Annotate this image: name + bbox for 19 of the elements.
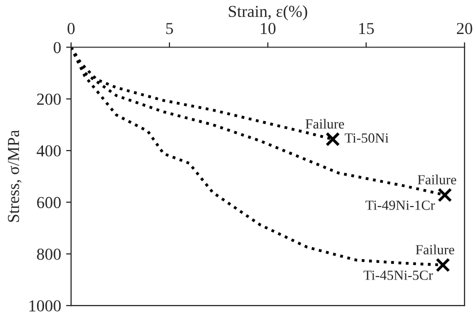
x-tick-label: 15 [359, 22, 374, 34]
series-label: Ti-45Ni-5Cr [364, 270, 433, 280]
x-axis-title: Strain, ε(%) [228, 5, 308, 20]
x-tick-label: 5 [166, 23, 173, 34]
y-tick-label: 0 [54, 42, 61, 54]
y-axis-title: Stress, σ/MPa [8, 130, 22, 222]
annotation: Failure [418, 174, 456, 184]
y-tick-label: 800 [37, 248, 61, 260]
y-tick-label: 200 [37, 94, 61, 105]
y-tick-label: 600 [37, 196, 61, 208]
annotation: Failure [306, 118, 344, 129]
y-tick-label: 400 [36, 145, 61, 157]
y-tick-label: 1000 [30, 300, 61, 312]
x-tick-label: 0 [68, 22, 75, 34]
x-tick-label: 20 [456, 22, 472, 34]
x-tick-label: 10 [260, 22, 276, 34]
series-label: Ti-50Ni [344, 133, 389, 143]
series-label: Ti-49Ni-1Cr [366, 200, 435, 210]
annotation: Failure [416, 244, 454, 254]
